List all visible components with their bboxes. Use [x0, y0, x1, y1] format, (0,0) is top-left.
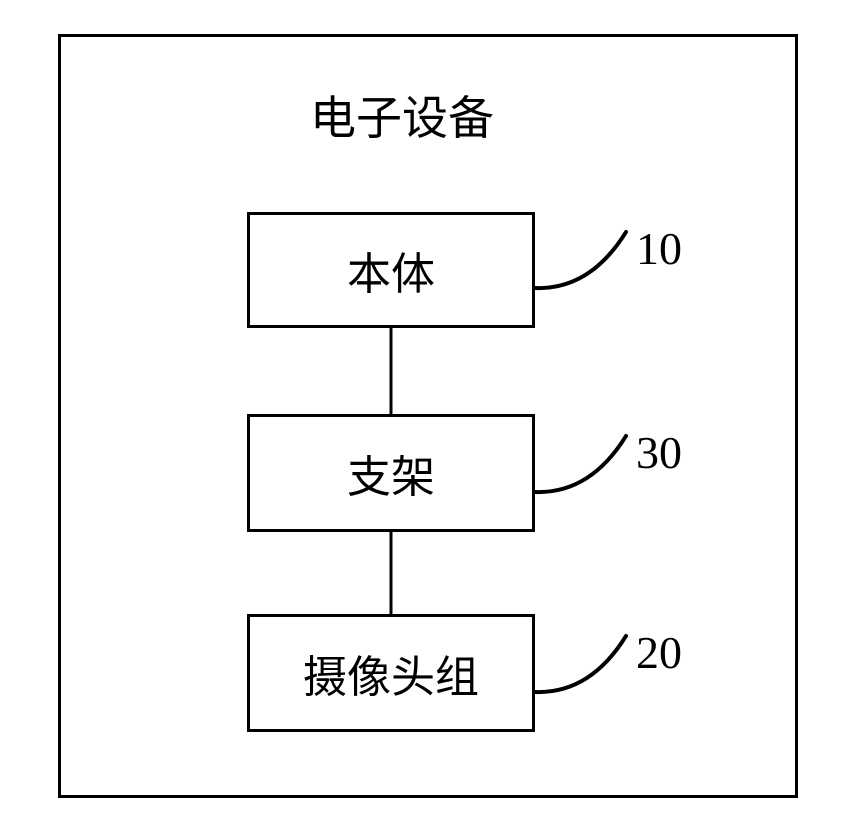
block-bracket: 支架: [247, 414, 535, 532]
ref-label-bracket-text: 30: [636, 427, 682, 478]
block-body-label: 本体: [347, 238, 435, 302]
ref-label-camera-group: 20: [636, 626, 682, 679]
diagram-canvas: 电子设备 本体 10 支架 30 摄像头组 20: [0, 0, 851, 835]
diagram-title: 电子设备: [310, 82, 494, 148]
block-camera-group: 摄像头组: [247, 614, 535, 732]
block-bracket-label: 支架: [347, 441, 435, 505]
block-camera-group-label: 摄像头组: [303, 641, 479, 705]
ref-label-body-text: 10: [636, 223, 682, 274]
ref-label-camera-group-text: 20: [636, 627, 682, 678]
ref-label-body: 10: [636, 222, 682, 275]
diagram-title-text: 电子设备: [310, 93, 494, 144]
block-body: 本体: [247, 212, 535, 328]
ref-label-bracket: 30: [636, 426, 682, 479]
